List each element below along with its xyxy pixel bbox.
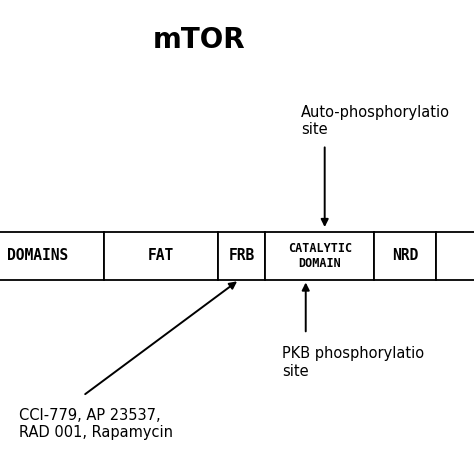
Bar [374, 232, 436, 280]
Text: Auto-phosphorylatio
site: Auto-phosphorylatio site [301, 105, 450, 137]
Text: CCI-779, AP 23537,
RAD 001, Rapamycin: CCI-779, AP 23537, RAD 001, Rapamycin [19, 408, 173, 440]
Text: FRB: FRB [228, 248, 255, 264]
Bar [104, 232, 218, 280]
Text: CATALYTIC
DOMAIN: CATALYTIC DOMAIN [288, 242, 352, 270]
Text: NRD: NRD [392, 248, 419, 264]
Bar [265, 232, 374, 280]
Bar [218, 232, 265, 280]
Bar [436, 232, 474, 280]
Text: PKB phosphorylatio
site: PKB phosphorylatio site [282, 346, 424, 379]
Text: FAT: FAT [148, 248, 174, 264]
Text: DOMAINS: DOMAINS [7, 248, 69, 264]
Text: mTOR: mTOR [153, 26, 246, 55]
Bar [0, 232, 104, 280]
